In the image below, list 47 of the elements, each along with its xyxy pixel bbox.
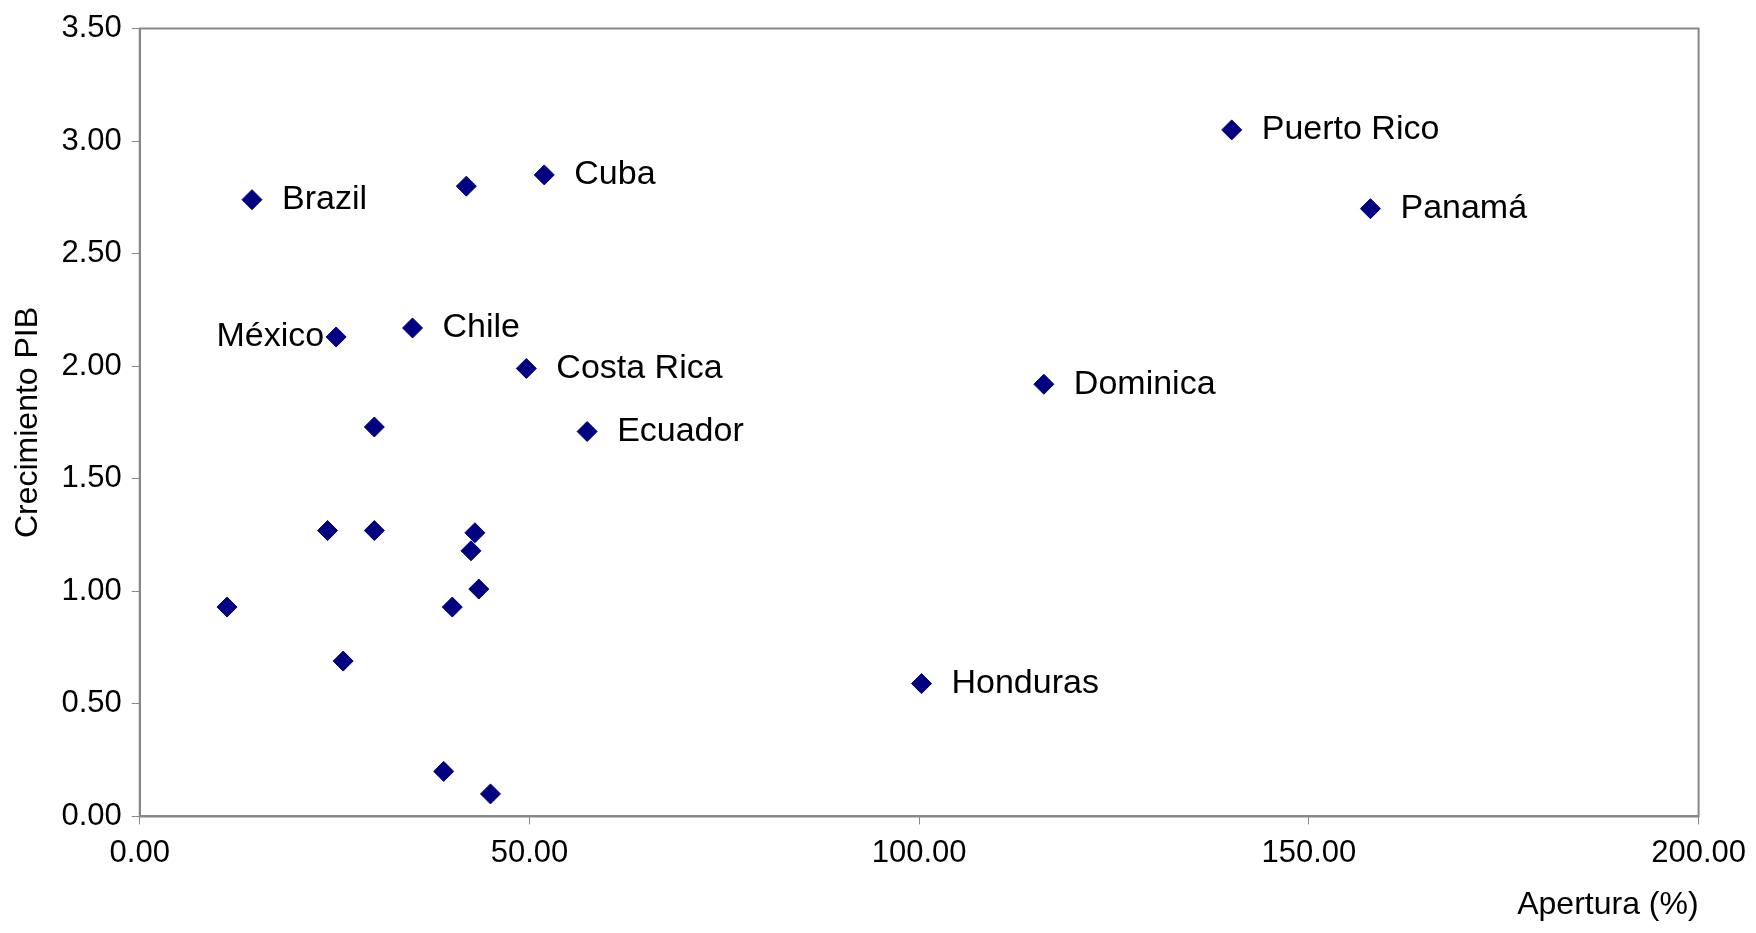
point xyxy=(576,421,598,442)
annotation: México xyxy=(216,315,325,354)
point xyxy=(433,760,455,782)
point xyxy=(1359,198,1381,220)
point xyxy=(468,578,490,600)
point xyxy=(460,540,482,562)
point xyxy=(1221,119,1243,141)
point xyxy=(317,520,339,542)
annotation: Dominica xyxy=(1073,362,1216,401)
point xyxy=(363,416,385,438)
point xyxy=(533,164,555,186)
point xyxy=(332,650,354,672)
y-tick-label: 2.50 xyxy=(61,234,122,270)
annotation: Ecuador xyxy=(617,409,744,448)
y-tick-label: 1.00 xyxy=(61,571,122,607)
y-axis-title: Crecimiento PIB xyxy=(8,306,45,539)
point xyxy=(464,522,486,544)
point xyxy=(216,596,238,618)
point xyxy=(441,596,463,618)
annotation: Panamá xyxy=(1400,187,1528,226)
point xyxy=(325,326,347,348)
annotation: Brazil xyxy=(281,178,367,217)
x-tick-label: 150.00 xyxy=(1261,833,1357,869)
annotation: Chile xyxy=(442,306,521,345)
point xyxy=(911,673,932,695)
x-tick-label: 200.00 xyxy=(1651,833,1747,869)
point xyxy=(1033,373,1055,395)
y-tick-label: 3.50 xyxy=(61,9,122,45)
y-tick-label: 1.50 xyxy=(61,459,122,495)
y-tick-label: 0.50 xyxy=(61,684,122,720)
point xyxy=(515,357,537,379)
x-tick-label: 0.00 xyxy=(109,833,170,869)
point xyxy=(455,175,477,197)
annotation: Honduras xyxy=(951,661,1099,700)
point xyxy=(479,783,501,805)
x-axis-title: Apertura (%) xyxy=(1517,884,1699,921)
annotation: Costa Rica xyxy=(556,346,723,385)
x-tick-label: 100.00 xyxy=(871,833,967,869)
point xyxy=(241,189,263,211)
point xyxy=(363,520,385,542)
annotation: Cuba xyxy=(574,153,656,192)
y-tick-label: 0.00 xyxy=(61,796,122,832)
annotation: Puerto Rico xyxy=(1261,108,1440,147)
y-tick-label: 2.00 xyxy=(61,346,122,382)
point xyxy=(402,317,424,339)
y-tick-label: 3.00 xyxy=(61,121,122,157)
x-tick-label: 50.00 xyxy=(490,833,569,869)
